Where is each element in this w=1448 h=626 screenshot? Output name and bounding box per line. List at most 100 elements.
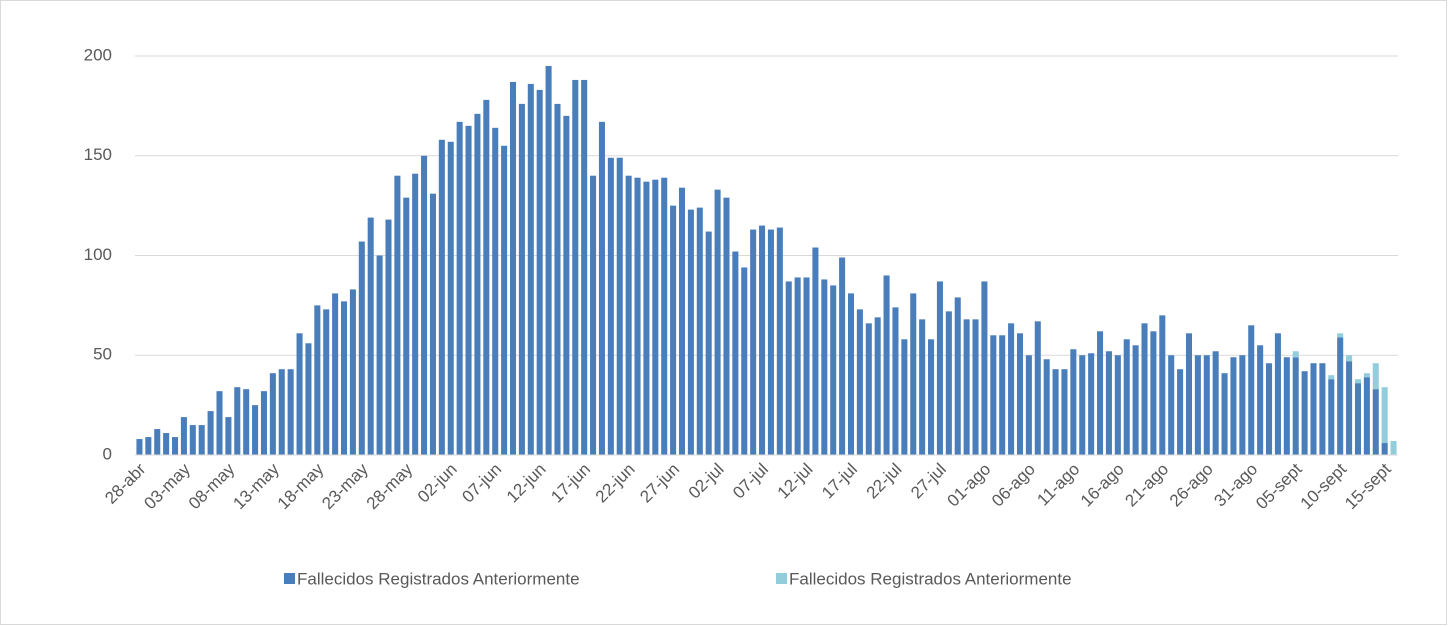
bar — [687, 209, 694, 455]
bar — [509, 81, 517, 455]
bar — [269, 373, 276, 455]
bar — [928, 339, 935, 455]
bar — [1372, 389, 1379, 455]
bar — [803, 277, 810, 455]
bar — [1319, 363, 1326, 455]
bar — [332, 293, 339, 455]
bar — [1381, 387, 1388, 444]
bar — [1177, 369, 1184, 455]
bar — [145, 437, 152, 455]
bar — [1185, 333, 1193, 455]
bar — [483, 99, 490, 455]
bar — [340, 301, 348, 455]
bar — [856, 309, 863, 455]
bar — [1354, 383, 1361, 455]
bar — [643, 181, 650, 455]
bar — [492, 127, 499, 455]
bar — [412, 173, 419, 455]
bar — [1301, 371, 1308, 455]
bar — [910, 293, 917, 455]
bar — [1123, 339, 1130, 455]
bar — [652, 179, 659, 455]
bar — [1337, 337, 1344, 455]
bar — [136, 439, 143, 455]
bar — [607, 157, 614, 455]
bar — [1194, 355, 1201, 455]
bar — [999, 335, 1006, 455]
legend-label: Fallecidos Registrados Anteriormente — [297, 569, 580, 588]
bar — [367, 217, 374, 455]
bar — [572, 79, 579, 455]
bar — [154, 429, 161, 455]
bar — [839, 257, 846, 455]
bar — [874, 317, 881, 455]
bar — [1150, 331, 1157, 455]
bar — [563, 115, 570, 455]
bar — [1061, 369, 1068, 455]
bar — [821, 279, 828, 455]
y-tick-label: 100 — [84, 245, 112, 264]
bar — [260, 391, 267, 455]
bar — [349, 289, 356, 455]
bar — [865, 323, 872, 455]
bar — [189, 425, 196, 455]
bar — [278, 369, 285, 455]
bar — [1114, 355, 1121, 455]
y-tick-label: 0 — [103, 444, 112, 463]
bar — [598, 121, 605, 456]
bar — [207, 411, 214, 455]
bar — [830, 285, 837, 455]
bar — [1070, 349, 1077, 455]
bar — [1016, 333, 1024, 455]
bar — [767, 229, 774, 455]
bar — [847, 293, 855, 455]
bar — [972, 319, 979, 455]
bar — [954, 297, 961, 455]
y-tick-label: 200 — [84, 45, 112, 64]
bar — [243, 389, 250, 455]
bar — [590, 175, 597, 455]
bar — [990, 335, 997, 455]
bar — [1043, 359, 1050, 455]
bar — [696, 207, 703, 455]
bar — [1052, 369, 1059, 455]
bar — [1097, 331, 1104, 455]
bar — [1292, 357, 1299, 455]
bar — [501, 145, 508, 455]
bar — [776, 227, 783, 455]
bar — [1363, 377, 1370, 455]
bar — [1248, 325, 1255, 455]
bar — [759, 225, 766, 455]
bar — [198, 425, 205, 455]
bar — [1132, 345, 1139, 455]
bar — [661, 177, 668, 455]
bar — [394, 175, 401, 455]
bar — [1230, 357, 1237, 455]
bar — [465, 125, 472, 455]
bar — [1390, 441, 1397, 455]
bar — [1141, 323, 1148, 455]
bar — [785, 281, 792, 455]
legend-item: Fallecidos Registrados Anteriormente — [776, 569, 1072, 588]
bar — [554, 103, 561, 455]
bar — [901, 339, 908, 455]
bar — [963, 319, 970, 455]
bar — [518, 103, 525, 455]
bar — [581, 79, 588, 455]
bar — [172, 437, 179, 455]
bar — [1257, 345, 1264, 455]
bar — [945, 311, 952, 455]
bar — [527, 83, 534, 456]
bar — [438, 139, 445, 456]
bar — [794, 277, 801, 455]
bar — [1337, 333, 1344, 338]
bar — [1346, 355, 1353, 362]
bar — [474, 113, 481, 455]
bar — [1381, 443, 1388, 455]
bar — [180, 417, 187, 455]
bar — [670, 205, 677, 455]
bar — [1363, 373, 1370, 378]
bar — [287, 369, 294, 455]
bar — [1328, 375, 1335, 380]
